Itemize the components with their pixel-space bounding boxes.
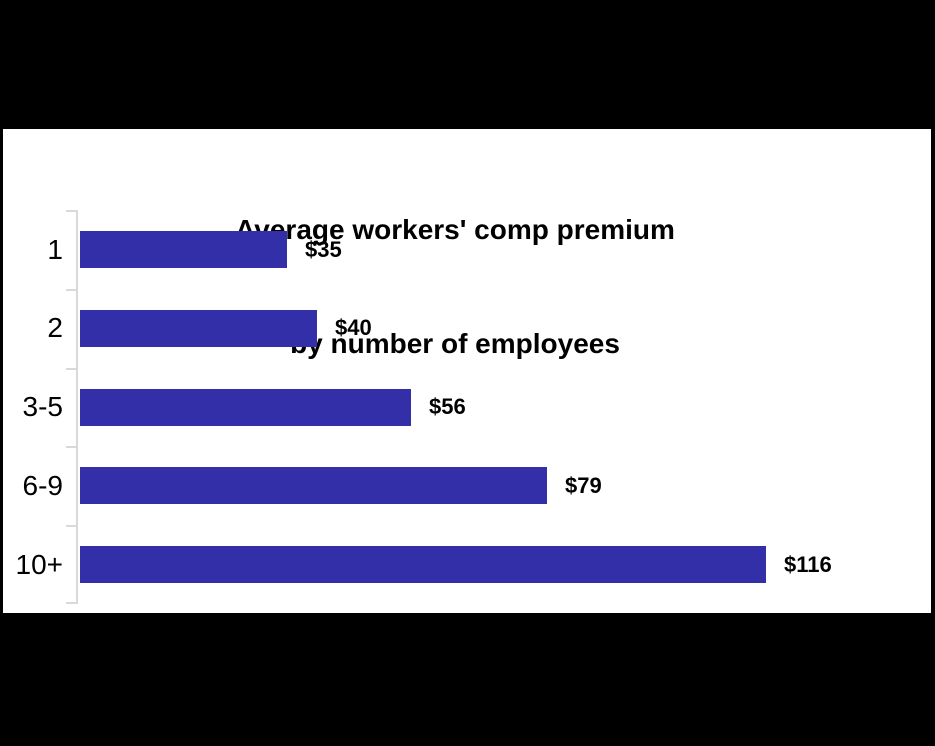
value-label: $35 (305, 236, 342, 262)
bar (80, 388, 411, 426)
y-axis-line (76, 210, 78, 604)
chart-row: 2 $40 (3, 289, 931, 368)
chart-title-line-1: Average workers' comp premium (235, 214, 675, 245)
axis-tick (66, 602, 77, 604)
value-label: $79 (565, 472, 602, 498)
axis-tick (66, 446, 77, 449)
category-label: 10+ (15, 548, 64, 580)
chart-row: 3-5 $56 (3, 368, 931, 447)
axis-tick (66, 525, 77, 528)
category-label: 3-5 (22, 391, 63, 423)
axis-tick (66, 288, 77, 291)
bar (80, 309, 317, 347)
bar (80, 231, 287, 268)
chart-row: 10+ $116 (3, 525, 931, 604)
chart-panel: Average workers' comp premium by number … (3, 129, 931, 613)
value-label: $116 (784, 551, 832, 577)
category-label: 2 (47, 312, 63, 344)
category-label: 1 (47, 233, 63, 265)
chart-row: 1 $35 (3, 210, 931, 289)
axis-tick (66, 210, 77, 212)
plot-area: 1 $35 2 $40 3-5 $56 6-9 $79 10+ $116 (3, 210, 931, 604)
bar (80, 546, 766, 584)
axis-tick (66, 367, 77, 370)
value-label: $56 (429, 394, 466, 420)
chart-row: 6-9 $79 (3, 446, 931, 525)
bar (80, 467, 547, 505)
value-label: $40 (335, 315, 372, 341)
category-label: 6-9 (22, 469, 63, 501)
